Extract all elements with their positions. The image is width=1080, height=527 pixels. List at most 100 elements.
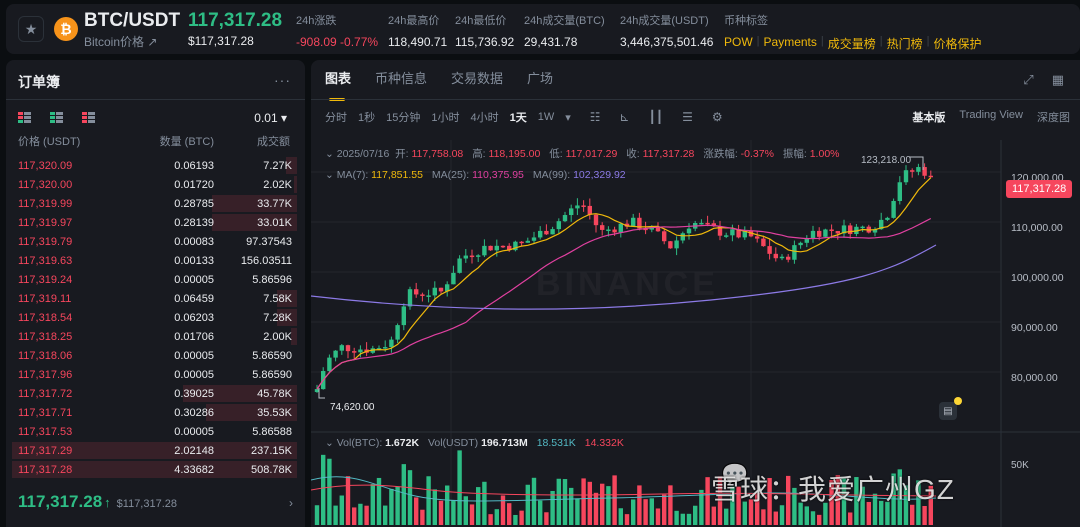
interval-1h[interactable]: 1小时 [431, 112, 460, 124]
tag-pow[interactable]: POW [724, 35, 753, 49]
interval-more-dropdown[interactable]: ▾ [565, 111, 571, 124]
tab-square[interactable]: 广场 [527, 71, 554, 86]
tag-price-protection[interactable]: 价格保护 [933, 37, 982, 51]
ask-row[interactable]: 117,318.25 0.01706 2.00K [12, 327, 297, 346]
ask-total: 97.37543 [246, 235, 292, 248]
interval-1w[interactable]: 1W [537, 111, 555, 123]
ask-row[interactable]: 117,320.09 0.06193 7.27K [12, 156, 297, 175]
ask-row[interactable]: 117,320.00 0.01720 2.02K [12, 175, 297, 194]
ask-price: 117,317.72 [18, 387, 73, 400]
ma99-label: MA(99): [532, 169, 571, 181]
stat-24h-change: 24h涨跌 -908.09 -0.77% [296, 12, 378, 49]
high-label: 高: [472, 148, 486, 160]
ask-price: 117,318.06 [18, 349, 73, 362]
tab-coin-info[interactable]: 币种信息 [375, 71, 428, 86]
settings-icon[interactable]: ⚙ [711, 110, 723, 124]
depth-bar [205, 404, 297, 421]
more-options-icon[interactable]: ··· [274, 72, 291, 88]
tab-chart[interactable]: 图表 [325, 68, 351, 101]
view-basic[interactable]: 基本版 [912, 112, 946, 124]
volume-legend: ⌄ Vol(BTC): 1.672K Vol(USDT) 196.713M 18… [325, 437, 624, 449]
drawing-icon[interactable]: ⊾ [619, 110, 630, 124]
precision-select[interactable]: 0.01 ▾ [254, 111, 287, 125]
ask-row[interactable]: 117,319.99 0.28785 33.77K [12, 194, 297, 213]
interval-4h[interactable]: 4小时 [470, 112, 499, 124]
book-mode-asks-icon[interactable] [82, 112, 95, 124]
y-tick: 90,000.00 [1011, 322, 1058, 334]
view-switcher: 基本版 Trading View 深度图 [912, 109, 1070, 125]
ask-total: 45.78K [257, 387, 292, 400]
order-book-footer[interactable]: 117,317.28 ↑ $117,317.28 › [18, 492, 293, 512]
interval-bar: 分时 1秒 15分钟 1小时 4小时 1天 1W ▾ ☷ ⊾ ┃┃ ☰ ⚙ [325, 109, 723, 125]
ask-price: 117,319.63 [18, 254, 73, 267]
depth-bar [183, 385, 297, 402]
ask-total: 2.00K [263, 330, 292, 343]
ask-price: 117,320.00 [18, 178, 73, 191]
bitcoin-price-link[interactable]: Bitcoin价格 ↗ [84, 35, 158, 49]
xueqiu-watermark: 雪球：我爱广州GZ [711, 474, 955, 505]
favorite-button[interactable]: ★ [18, 16, 44, 42]
ticker-header: ★ ₿ BTC/USDT Bitcoin价格 ↗ 117,317.28 $117… [6, 4, 1080, 54]
collapse-chevron-icon[interactable]: ⌄ [325, 169, 334, 181]
ask-row[interactable]: 117,319.63 0.00133 156.03511 [12, 251, 297, 270]
ask-row[interactable]: 117,318.06 0.00005 5.86590 [12, 346, 297, 365]
ask-row[interactable]: 117,317.29 2.02148 237.15K [12, 441, 297, 460]
ask-total: 7.27K [263, 159, 292, 172]
collapse-chevron-icon[interactable]: ⌄ [325, 148, 334, 160]
tag-volume-rank[interactable]: 成交量榜 [827, 37, 876, 51]
ask-row[interactable]: 117,319.79 0.00083 97.37543 [12, 232, 297, 251]
tag-payments[interactable]: Payments [763, 35, 817, 49]
template-icon[interactable]: ☰ [682, 110, 693, 124]
candle-type-icon[interactable]: ┃┃ [648, 110, 664, 124]
last-price: 117,317.28 [188, 10, 283, 31]
interval-15m[interactable]: 15分钟 [386, 112, 421, 124]
ask-total: 7.58K [263, 292, 292, 305]
view-tradingview[interactable]: Trading View [959, 109, 1023, 121]
ask-row[interactable]: 117,319.24 0.00005 5.86596 [12, 270, 297, 289]
fullscreen-icon[interactable]: ⤢ [1023, 72, 1034, 87]
chevron-right-icon[interactable]: › [289, 496, 293, 510]
ask-total: 33.77K [257, 197, 292, 210]
ask-row[interactable]: 117,317.28 4.33682 508.78K [12, 460, 297, 479]
stat-value: -908.09 -0.77% [296, 35, 379, 49]
vol-ma10-value: 14.332K [584, 437, 624, 449]
ask-row[interactable]: 117,317.53 0.00005 5.86588 [12, 422, 297, 441]
ask-row[interactable]: 117,318.54 0.06203 7.28K [12, 308, 297, 327]
tab-trading-data[interactable]: 交易数据 [451, 71, 504, 86]
layout-grid-icon[interactable]: ▦ [1051, 72, 1064, 87]
ask-price: 117,319.11 [18, 292, 72, 305]
ask-qty: 0.28785 [174, 197, 214, 210]
book-mode-bids-icon[interactable] [50, 112, 63, 124]
ask-qty: 0.39025 [174, 387, 214, 400]
collapse-chevron-icon[interactable]: ⌄ [325, 437, 334, 449]
main-tabs: 图表 币种信息 交易数据 广场 [325, 68, 554, 101]
tag-hot-rank[interactable]: 热门榜 [886, 37, 923, 51]
ask-row[interactable]: 117,317.72 0.39025 45.78K [12, 384, 297, 403]
interval-1s[interactable]: 1秒 [358, 112, 376, 124]
view-depth[interactable]: 深度图 [1037, 112, 1070, 124]
change-label: 涨跌幅: [703, 148, 738, 160]
news-icon[interactable]: ▤ [939, 402, 957, 420]
indicator-icon[interactable]: ☷ [589, 110, 601, 124]
stat-label: 24h成交量(BTC) [524, 15, 605, 27]
book-mode-both-icon[interactable] [18, 112, 31, 124]
ask-qty: 0.01706 [174, 330, 214, 343]
ask-qty: 0.06203 [174, 311, 214, 324]
ask-row[interactable]: 117,319.97 0.28139 33.01K [12, 213, 297, 232]
change-value: -0.37% [740, 148, 774, 160]
candlestick-chart[interactable] [311, 140, 1080, 527]
amplitude-value: 1.00% [809, 148, 840, 160]
interval-time[interactable]: 分时 [325, 112, 347, 124]
ohlc-date: 2025/07/16 [336, 148, 390, 160]
tags-label: 币种标签 [724, 15, 768, 27]
ask-row[interactable]: 117,319.11 0.06459 7.58K [12, 289, 297, 308]
ask-row[interactable]: 117,317.96 0.00005 5.86590 [12, 365, 297, 384]
ask-price: 117,319.24 [18, 273, 73, 286]
divider [6, 99, 305, 100]
ask-price: 117,317.96 [18, 368, 73, 381]
interval-1d[interactable]: 1天 [509, 112, 527, 124]
ask-total: 33.01K [257, 216, 292, 229]
ask-row[interactable]: 117,317.71 0.30286 35.53K [12, 403, 297, 422]
open-value: 117,758.08 [411, 148, 464, 160]
depth-bar [277, 290, 297, 307]
